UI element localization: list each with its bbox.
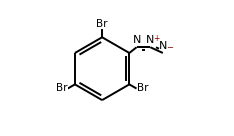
Text: Br: Br [137,83,148,93]
Text: Br: Br [56,83,68,93]
Text: +: + [153,34,160,43]
Text: Br: Br [96,19,108,29]
Text: N: N [132,35,141,45]
Text: −: − [166,43,173,52]
Text: N: N [146,35,154,45]
Text: N: N [159,41,167,51]
